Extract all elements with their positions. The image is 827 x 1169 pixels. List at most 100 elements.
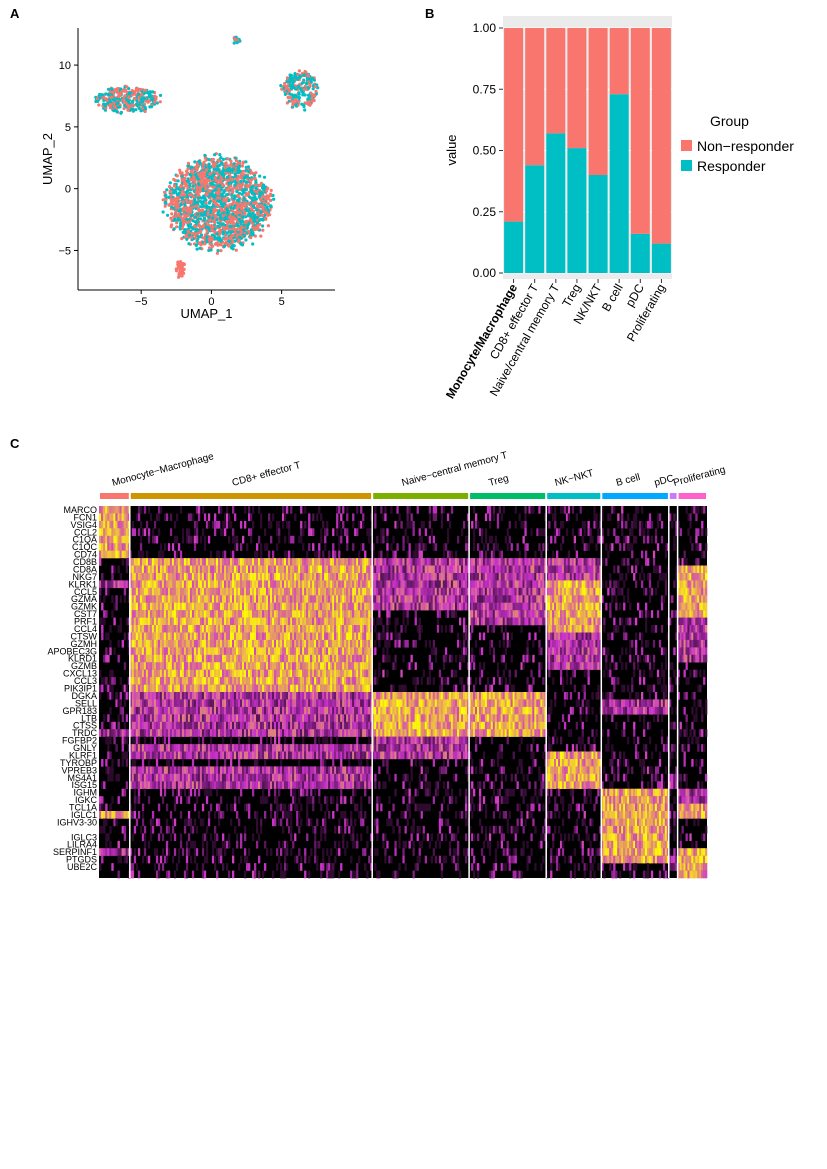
umap-point (158, 100, 162, 104)
heatmap-cell (199, 647, 203, 656)
heatmap-cell (167, 870, 171, 879)
heatmap-cell (187, 714, 191, 722)
heatmap-cell (197, 654, 201, 663)
heatmap-cell (137, 677, 141, 685)
heatmap-cell (151, 699, 155, 708)
heatmap-cell (193, 714, 197, 722)
heatmap-cell (131, 721, 135, 730)
umap-point (200, 176, 204, 180)
heatmap-cell (201, 692, 205, 700)
heatmap-cell (224, 773, 227, 782)
heatmap-cell (242, 744, 245, 752)
heatmap-cell (228, 773, 231, 782)
heatmap-cell (101, 855, 104, 864)
heatmap-cell (187, 617, 191, 626)
heatmap-cell (187, 647, 191, 656)
umap-point (196, 232, 200, 236)
heatmap-cell (191, 684, 195, 693)
heatmap-cell (224, 677, 227, 685)
heatmap-cell (238, 863, 241, 871)
heatmap-cell (175, 669, 179, 678)
umap-point (177, 274, 181, 278)
heatmap-cell (135, 647, 139, 656)
heatmap-cell (125, 617, 129, 626)
heatmap-cell (175, 744, 179, 752)
heatmap-cell (141, 781, 145, 789)
umap-point (193, 215, 197, 219)
heatmap-cell (131, 736, 135, 745)
heatmap-cell (224, 580, 227, 589)
heatmap-cell (177, 662, 181, 670)
heatmap-cell (183, 587, 187, 596)
heatmap-cell (218, 692, 221, 700)
heatmap-cell (177, 587, 181, 596)
umap-point (201, 166, 205, 170)
heatmap-cell (224, 632, 227, 641)
heatmap-cell (157, 632, 161, 641)
heatmap-cell (177, 699, 181, 708)
umap-points (94, 35, 320, 279)
heatmap-cell (135, 736, 139, 745)
heatmap-cell (141, 744, 145, 752)
heatmap-cell (125, 550, 129, 559)
umap-point (216, 190, 220, 194)
heatmap-cell (199, 692, 203, 700)
heatmap-cell (143, 506, 147, 514)
heatmap-cell (228, 573, 231, 581)
heatmap-cell (218, 654, 221, 663)
heatmap-cell (197, 558, 201, 566)
heatmap-cell (207, 662, 211, 670)
heatmap-cell (214, 573, 217, 581)
heatmap-cell (236, 677, 239, 685)
heatmap-cell (143, 617, 147, 626)
heatmap-cell (141, 632, 145, 641)
heatmap-cell (205, 796, 209, 804)
heatmap-cell (244, 744, 247, 752)
heatmap-cell (228, 692, 231, 700)
heatmap-cell (209, 654, 213, 663)
heatmap-cell (155, 818, 159, 827)
heatmap-cell (234, 721, 237, 730)
heatmap-cell (193, 625, 197, 633)
heatmap-cell (234, 639, 237, 648)
heatmap-cell (149, 669, 153, 678)
heatmap-cell (222, 721, 225, 730)
umap-point (215, 202, 219, 206)
heatmap-cell (199, 573, 203, 581)
heatmap-cell (167, 781, 171, 789)
heatmap-cell (113, 617, 116, 626)
heatmap-cell (214, 692, 217, 700)
heatmap-cell (163, 654, 167, 663)
heatmap-cell (99, 535, 102, 544)
heatmap-cell (246, 580, 249, 589)
heatmap-cell (111, 811, 114, 819)
umap-point (196, 212, 200, 216)
heatmap-cell (167, 744, 171, 752)
heatmap-cell (205, 632, 209, 641)
heatmap-cell (153, 580, 157, 589)
heatmap-cell (214, 513, 217, 522)
umap-point (215, 251, 219, 255)
umap-point (166, 213, 170, 217)
heatmap-cell (228, 602, 231, 611)
heatmap-cell (99, 796, 102, 804)
umap-point (272, 197, 276, 201)
heatmap-cell (117, 729, 120, 737)
heatmap-cell (139, 625, 143, 633)
umap-point (226, 157, 230, 161)
heatmap-cell (141, 803, 145, 812)
heatmap-cell (232, 677, 235, 685)
heatmap-cell (246, 587, 249, 596)
heatmap-cell (117, 848, 120, 856)
heatmap-cell (163, 602, 167, 611)
heatmap-cell (201, 848, 205, 856)
heatmap-cell (175, 684, 179, 693)
heatmap-cell (121, 506, 124, 514)
umap-point (185, 200, 189, 204)
heatmap-cell (228, 840, 231, 849)
heatmap-cell (177, 706, 181, 715)
heatmap-cell (161, 773, 165, 782)
heatmap-cell (185, 870, 189, 879)
heatmap-cell (139, 558, 143, 566)
heatmap-cell (107, 692, 110, 700)
